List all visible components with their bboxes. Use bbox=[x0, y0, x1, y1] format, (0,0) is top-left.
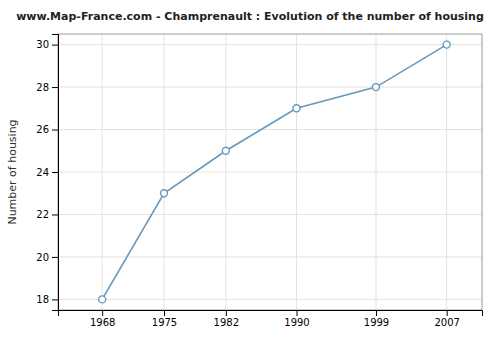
marker bbox=[443, 41, 450, 48]
tick-mark bbox=[52, 87, 58, 88]
grid-line bbox=[58, 172, 482, 173]
tick-mark bbox=[52, 130, 58, 131]
tick-label: 1999 bbox=[364, 317, 389, 328]
tick-label: 2007 bbox=[434, 317, 459, 328]
tick-mark bbox=[297, 310, 298, 316]
line bbox=[102, 45, 447, 300]
marker bbox=[293, 105, 300, 112]
tick-mark bbox=[102, 310, 103, 316]
marker bbox=[99, 296, 106, 303]
tick-label: 20 bbox=[36, 252, 49, 263]
tick-label: 1968 bbox=[90, 317, 115, 328]
tick: 1999 bbox=[364, 310, 389, 328]
tick-mark bbox=[226, 310, 227, 316]
tick-mark bbox=[376, 310, 377, 316]
y-axis: 18 20 22 24 26 28 30 bbox=[36, 35, 58, 311]
tick-mark bbox=[164, 310, 165, 316]
grid-line bbox=[58, 256, 482, 257]
tick-label: 18 bbox=[36, 294, 49, 305]
tick-mark bbox=[447, 310, 448, 316]
tick-label: 1982 bbox=[214, 317, 239, 328]
tick: 24 bbox=[36, 167, 58, 178]
marker bbox=[222, 147, 229, 154]
grid-line bbox=[58, 44, 482, 45]
tick-label: 1975 bbox=[152, 317, 177, 328]
tick: 30 bbox=[36, 39, 58, 50]
marker bbox=[161, 190, 168, 197]
marker bbox=[373, 84, 380, 91]
grid-line bbox=[58, 299, 482, 300]
series bbox=[99, 41, 451, 303]
tick: 26 bbox=[36, 124, 58, 135]
tick-label: 22 bbox=[36, 209, 49, 220]
tick-label: 30 bbox=[36, 39, 49, 50]
tick: 28 bbox=[36, 82, 58, 93]
grid-line bbox=[58, 87, 482, 88]
tick-label: 28 bbox=[36, 82, 49, 93]
tick-mark bbox=[52, 172, 58, 173]
tick: 1990 bbox=[284, 310, 309, 328]
tick: 1975 bbox=[152, 310, 177, 328]
tick-label: 26 bbox=[36, 124, 49, 135]
tick-mark bbox=[52, 257, 58, 258]
title: www.Map-France.com - Champrenault : Evol… bbox=[16, 10, 484, 23]
tick-label: 24 bbox=[36, 167, 49, 178]
plot-frame bbox=[58, 34, 482, 310]
tick-label: 1990 bbox=[284, 317, 309, 328]
grid-line bbox=[58, 214, 482, 215]
tick: 1982 bbox=[214, 310, 239, 328]
tick: 18 bbox=[36, 294, 58, 305]
tick-mark bbox=[52, 214, 58, 215]
grid bbox=[58, 34, 482, 310]
axis-line bbox=[52, 35, 59, 311]
tick: 1968 bbox=[90, 310, 115, 328]
chart: 1968 1975 1982 1990 1999 2007 18 20 22 24 26 28 30 Nu… bbox=[0, 0, 500, 340]
y-axis-label: Number of housing bbox=[6, 119, 19, 224]
plot-area: 1968 1975 1982 1990 1999 2007 18 20 22 24 26 28 30 bbox=[36, 34, 482, 328]
axis-line bbox=[59, 311, 483, 317]
tick-mark bbox=[52, 45, 58, 46]
x-axis: 1968 1975 1982 1990 1999 2007 bbox=[59, 310, 483, 328]
grid-line bbox=[58, 129, 482, 130]
tick: 2007 bbox=[434, 310, 459, 328]
tick: 22 bbox=[36, 209, 58, 220]
tick: 20 bbox=[36, 252, 58, 263]
tick-mark bbox=[52, 299, 58, 300]
